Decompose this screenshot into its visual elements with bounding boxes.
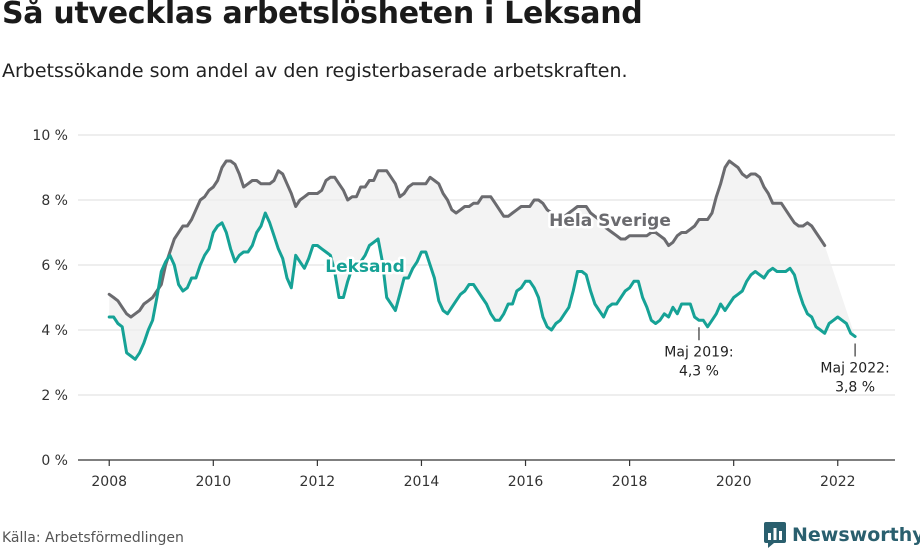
difference-band (109, 161, 856, 360)
y-tick-label-2: 2 % (41, 388, 68, 404)
x-tick-label-2012: 2012 (300, 474, 336, 490)
y-tick-label-0: 0 % (41, 453, 68, 469)
source-note: Källa: Arbetsförmedlingen (2, 530, 184, 546)
series-line-hela-sverige (107, 159, 827, 319)
x-tick-label-2008: 2008 (91, 474, 127, 490)
brand-name: Newsworthy (792, 524, 920, 546)
series-line-leksand (107, 211, 857, 361)
series-label-hela-sverige: Hela Sverige (549, 211, 671, 231)
annotations: Maj 2019: 4,3 % Maj 2022: 3,8 % (664, 327, 890, 396)
x-axis: 2008 2010 2012 2014 2016 2018 2020 2022 (78, 459, 895, 490)
brand-logo[interactable]: Newsworthy (764, 519, 920, 551)
annotation-maj-2019-value: 4,3 % (679, 363, 719, 379)
y-tick-label-4: 4 % (41, 323, 68, 339)
chart-title: Så utvecklas arbetslösheten i Leksand (2, 0, 643, 31)
x-tick-label-2014: 2014 (404, 474, 440, 490)
newsworthy-logo-icon (764, 522, 786, 548)
annotation-maj-2022-label: Maj 2022: (820, 361, 889, 377)
chart-subtitle: Arbetssökande som andel av den registerb… (2, 60, 628, 82)
annotation-maj-2022-value: 3,8 % (835, 380, 875, 396)
y-tick-label-6: 6 % (41, 258, 68, 274)
x-tick-label-2020: 2020 (716, 474, 752, 490)
y-axis: 0 % 2 % 4 % 6 % 8 % 10 % (32, 128, 68, 469)
series-label-leksand: Leksand (325, 257, 405, 277)
y-tick-label-10: 10 % (32, 128, 68, 144)
y-tick-label-8: 8 % (41, 193, 68, 209)
x-tick-label-2022: 2022 (820, 474, 856, 490)
x-tick-label-2010: 2010 (195, 474, 231, 490)
x-tick-label-2018: 2018 (612, 474, 648, 490)
annotation-maj-2019-label: Maj 2019: (664, 344, 733, 360)
x-tick-label-2016: 2016 (508, 474, 544, 490)
